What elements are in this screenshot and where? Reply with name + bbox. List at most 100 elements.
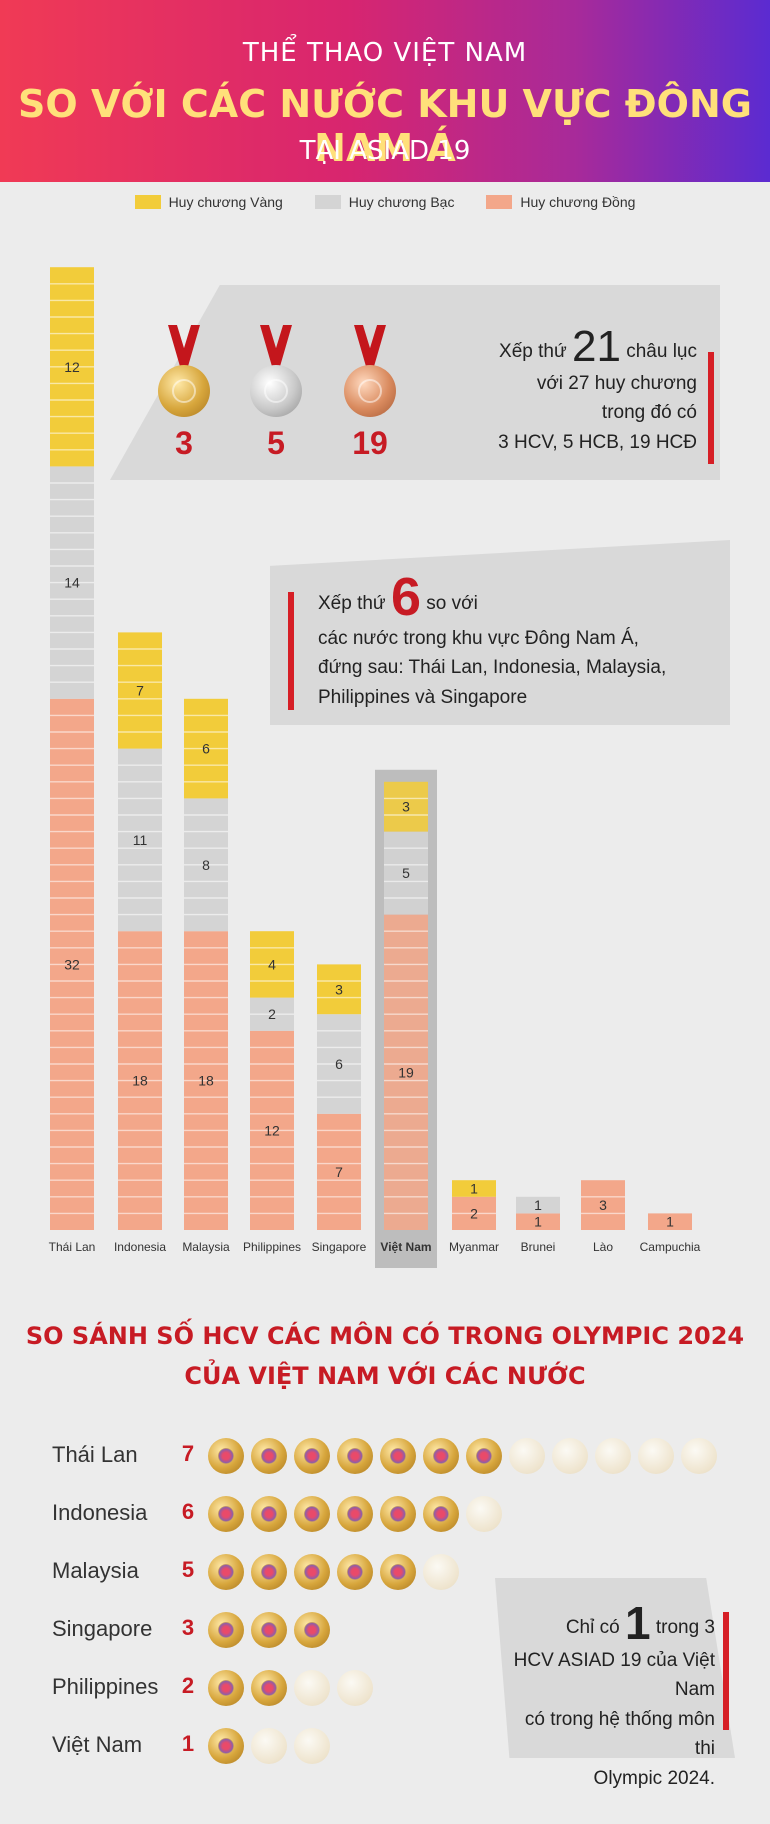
legend-gold-label: Huy chương Vàng — [168, 194, 283, 210]
olympic-country: Thái Lan — [52, 1442, 138, 1467]
medal-callout-post: châu lục — [626, 341, 697, 362]
olympic-title-line1: SO SÁNH SỐ HCV CÁC MÔN CÓ TRONG OLYMPIC … — [25, 1322, 745, 1350]
medal-callout-line1: Xếp thứ 21 châu lục — [440, 325, 697, 369]
bar-value-label: 14 — [64, 575, 80, 591]
olympic-coins — [208, 1612, 337, 1648]
vn-callout-line1: Chỉ có 1 trong 3 — [500, 1600, 715, 1646]
olympic-gold-count: 2 — [181, 1673, 195, 1698]
faded-medal-icon — [423, 1554, 459, 1590]
gold-medal-icon — [251, 1670, 287, 1706]
legend-bronze: Huy chương Đồng — [486, 194, 635, 210]
vn-callout-line4: Olympic 2024. — [593, 1767, 715, 1789]
gold-medal-icon — [208, 1554, 244, 1590]
faded-medal-icon — [294, 1670, 330, 1706]
category-label: Philippines — [243, 1240, 301, 1254]
gold-medal-icon — [251, 1612, 287, 1648]
bar-value-label: 8 — [202, 857, 210, 873]
olympic-coins — [208, 1438, 724, 1474]
olympic-coins — [208, 1496, 509, 1532]
bar-silver — [384, 831, 428, 915]
header-title: SO VỚI CÁC NƯỚC KHU VỰC ĐÔNG NAM Á — [18, 82, 752, 170]
gold-medal-icon — [337, 1496, 373, 1532]
header-banner: THỂ THAO VIỆT NAM SO VỚI CÁC NƯỚC KHU VỰ… — [0, 0, 770, 182]
olympic-country: Indonesia — [52, 1500, 148, 1525]
gold-medal-icon — [294, 1554, 330, 1590]
bar-value-label: 1 — [470, 1181, 478, 1197]
gold-medal-icon — [337, 1554, 373, 1590]
category-label: Thái Lan — [49, 1240, 96, 1254]
bar-value-label: 18 — [198, 1073, 214, 1089]
legend-gold-swatch — [134, 195, 161, 209]
gold-medal-icon — [208, 1438, 244, 1474]
bar-value-label: 2 — [470, 1205, 478, 1221]
vn-callout-post: trong 3 — [655, 1617, 715, 1638]
category-label: Malaysia — [182, 1240, 230, 1254]
gold-medal-icon — [294, 1438, 330, 1474]
category-label: Campuchia — [640, 1240, 701, 1254]
category-label: Singapore — [312, 1240, 367, 1254]
category-label: Lào — [593, 1240, 613, 1254]
medal-callout-accent — [708, 352, 714, 464]
bar-bronze — [648, 1213, 692, 1230]
rank-callout-line1: Xếp thứ 6 so với — [318, 570, 718, 624]
faded-medal-icon — [509, 1438, 545, 1474]
bar-value-label: 4 — [268, 956, 276, 972]
category-label: Brunei — [521, 1240, 556, 1254]
faded-medal-icon — [595, 1438, 631, 1474]
bar-gold — [452, 1180, 496, 1197]
bar-gold — [118, 632, 162, 749]
medal-callout-line2: với 27 huy chương — [536, 373, 697, 394]
gold-medal-icon — [380, 1438, 416, 1474]
rank-callout-line3: đứng sau: Thái Lan, Indonesia, Malaysia, — [318, 657, 667, 679]
bar-value-label: 5 — [402, 865, 410, 881]
bar-value-label: 7 — [335, 1164, 343, 1180]
bar-gold — [384, 781, 428, 832]
faded-medal-icon — [552, 1438, 588, 1474]
bar-value-label: 12 — [264, 1122, 280, 1138]
olympic-country: Malaysia — [52, 1558, 139, 1583]
bar-bronze — [516, 1213, 560, 1230]
medal-callout-line3: trong đó có — [601, 402, 697, 424]
bar-bronze — [317, 1113, 361, 1230]
gold-medal-icon — [158, 365, 210, 417]
bar-silver — [118, 748, 162, 932]
category-label: Myanmar — [449, 1240, 499, 1254]
olympic-gold-count: 5 — [181, 1557, 195, 1582]
rank-callout-accent — [288, 592, 294, 710]
bar-value-label: 3 — [335, 981, 343, 997]
gold-medal-icon — [294, 1612, 330, 1648]
olympic-title-line2: CỦA VIỆT NAM VỚI CÁC NƯỚC — [184, 1362, 586, 1390]
vn-callout-pre: Chỉ có — [565, 1617, 620, 1638]
olympic-row: Malaysia 5 — [0, 1552, 770, 1592]
rank-callout-post: so với — [426, 593, 478, 614]
gold-medal-icon — [380, 1496, 416, 1532]
vn-callout-accent — [723, 1612, 729, 1730]
bar-value-label: 7 — [136, 683, 144, 699]
bar-gold — [317, 964, 361, 1015]
rank-callout-box — [270, 540, 730, 725]
gold-medal-icon — [251, 1438, 287, 1474]
olympic-row: Singapore 3 — [0, 1610, 770, 1650]
category-label: Việt Nam — [380, 1240, 431, 1254]
header-line-3: TẠI ASIAD 19 — [299, 136, 471, 166]
olympic-country: Philippines — [52, 1674, 159, 1699]
olympic-country: Việt Nam — [52, 1732, 143, 1757]
gold-count: 3 — [175, 425, 193, 461]
gold-medal-icon — [208, 1612, 244, 1648]
faded-medal-icon — [251, 1728, 287, 1764]
gold-medal-icon — [423, 1438, 459, 1474]
bronze-count: 19 — [352, 425, 388, 461]
faded-medal-icon — [466, 1496, 502, 1532]
gold-medal-icon — [251, 1496, 287, 1532]
legend-silver-swatch — [314, 195, 341, 209]
legend-bronze-swatch — [486, 195, 513, 209]
vn-callout-line2: HCV ASIAD 19 của Việt Nam — [513, 1650, 715, 1701]
gold-medal-icon — [466, 1438, 502, 1474]
chart-legend: Huy chương Vàng Huy chương Bạc Huy chươn… — [0, 194, 770, 210]
olympic-gold-count: 7 — [181, 1441, 195, 1466]
rank-callout-line2: các nước trong khu vực Đông Nam Á, — [318, 628, 639, 649]
bar-value-label: 1 — [534, 1214, 542, 1230]
bar-value-label: 32 — [64, 956, 80, 972]
vn-callout-text: Chỉ có 1 trong 3 HCV ASIAD 19 của Việt N… — [500, 1600, 715, 1793]
faded-medal-icon — [294, 1728, 330, 1764]
